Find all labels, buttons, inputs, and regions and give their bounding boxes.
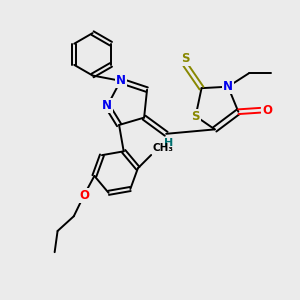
Text: O: O	[262, 104, 272, 117]
Text: S: S	[191, 110, 200, 123]
Text: N: N	[116, 74, 126, 87]
Text: S: S	[181, 52, 190, 64]
Text: N: N	[102, 99, 112, 112]
Text: CH₃: CH₃	[153, 142, 174, 153]
Text: N: N	[223, 80, 233, 93]
Text: H: H	[164, 138, 173, 148]
Text: O: O	[79, 189, 89, 202]
